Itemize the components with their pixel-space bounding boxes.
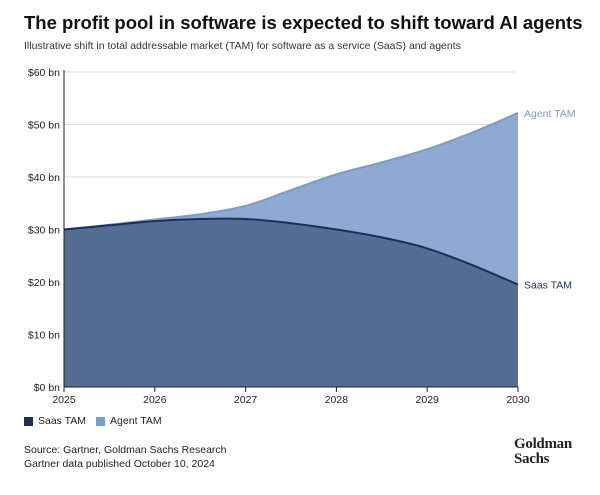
x-tick-label: 2030 [506, 394, 530, 406]
x-tick-label: 2027 [234, 394, 258, 406]
agent-tam-line [63, 112, 519, 231]
chart-labels: Saas TAM Agent TAM [524, 108, 576, 292]
legend-item-saas: Saas TAM [24, 415, 86, 427]
legend-swatch-saas [24, 416, 33, 426]
legend-swatch-agent [96, 416, 106, 426]
legend-label-agent: Agent TAM [110, 415, 162, 427]
chart-areas [63, 112, 519, 387]
x-tick-label: 2026 [143, 394, 167, 406]
y-tick-label: $60 bn [28, 67, 60, 79]
goldman-sachs-logo: Goldman Sachs [514, 437, 580, 467]
chart-title: The profit pool in software is expected … [24, 12, 583, 33]
x-tick-label: 2029 [416, 394, 440, 406]
legend: Saas TAM Agent TAM [24, 415, 172, 427]
chart-subtitle: Illustrative shift in total addressable … [24, 40, 461, 52]
legend-item-agent: Agent TAM [96, 415, 162, 427]
y-tick-label: $30 bn [28, 225, 60, 237]
y-tick-label: $0 bn [34, 382, 60, 394]
y-tick-label: $10 bn [28, 330, 60, 342]
saas-tam-area [64, 218, 518, 387]
y-tick-label: $40 bn [28, 172, 60, 184]
x-tick-label: 2025 [52, 394, 76, 406]
logo-line-1: Goldman [514, 436, 572, 452]
data-date-text: Gartner data published October 10, 2024 [24, 458, 215, 470]
saas-tam-line [63, 217, 519, 286]
y-tick-label: $20 bn [28, 277, 60, 289]
logo-line-2: Sachs [514, 451, 550, 467]
source-note: Source: Gartner, Goldman Sachs Research … [24, 443, 227, 471]
saas-tam-end-label: Saas TAM [524, 280, 572, 292]
source-text: Source: Gartner, Goldman Sachs Research [24, 444, 227, 456]
agent-tam-end-label: Agent TAM [524, 108, 576, 120]
chart-axes: $0 bn $10 bn $20 bn $30 bn $40 bn $50 bn $60 b… [28, 67, 530, 406]
x-tick-label: 2028 [325, 394, 349, 406]
legend-label-saas: Saas TAM [38, 415, 87, 427]
y-tick-label: $50 bn [28, 120, 60, 132]
